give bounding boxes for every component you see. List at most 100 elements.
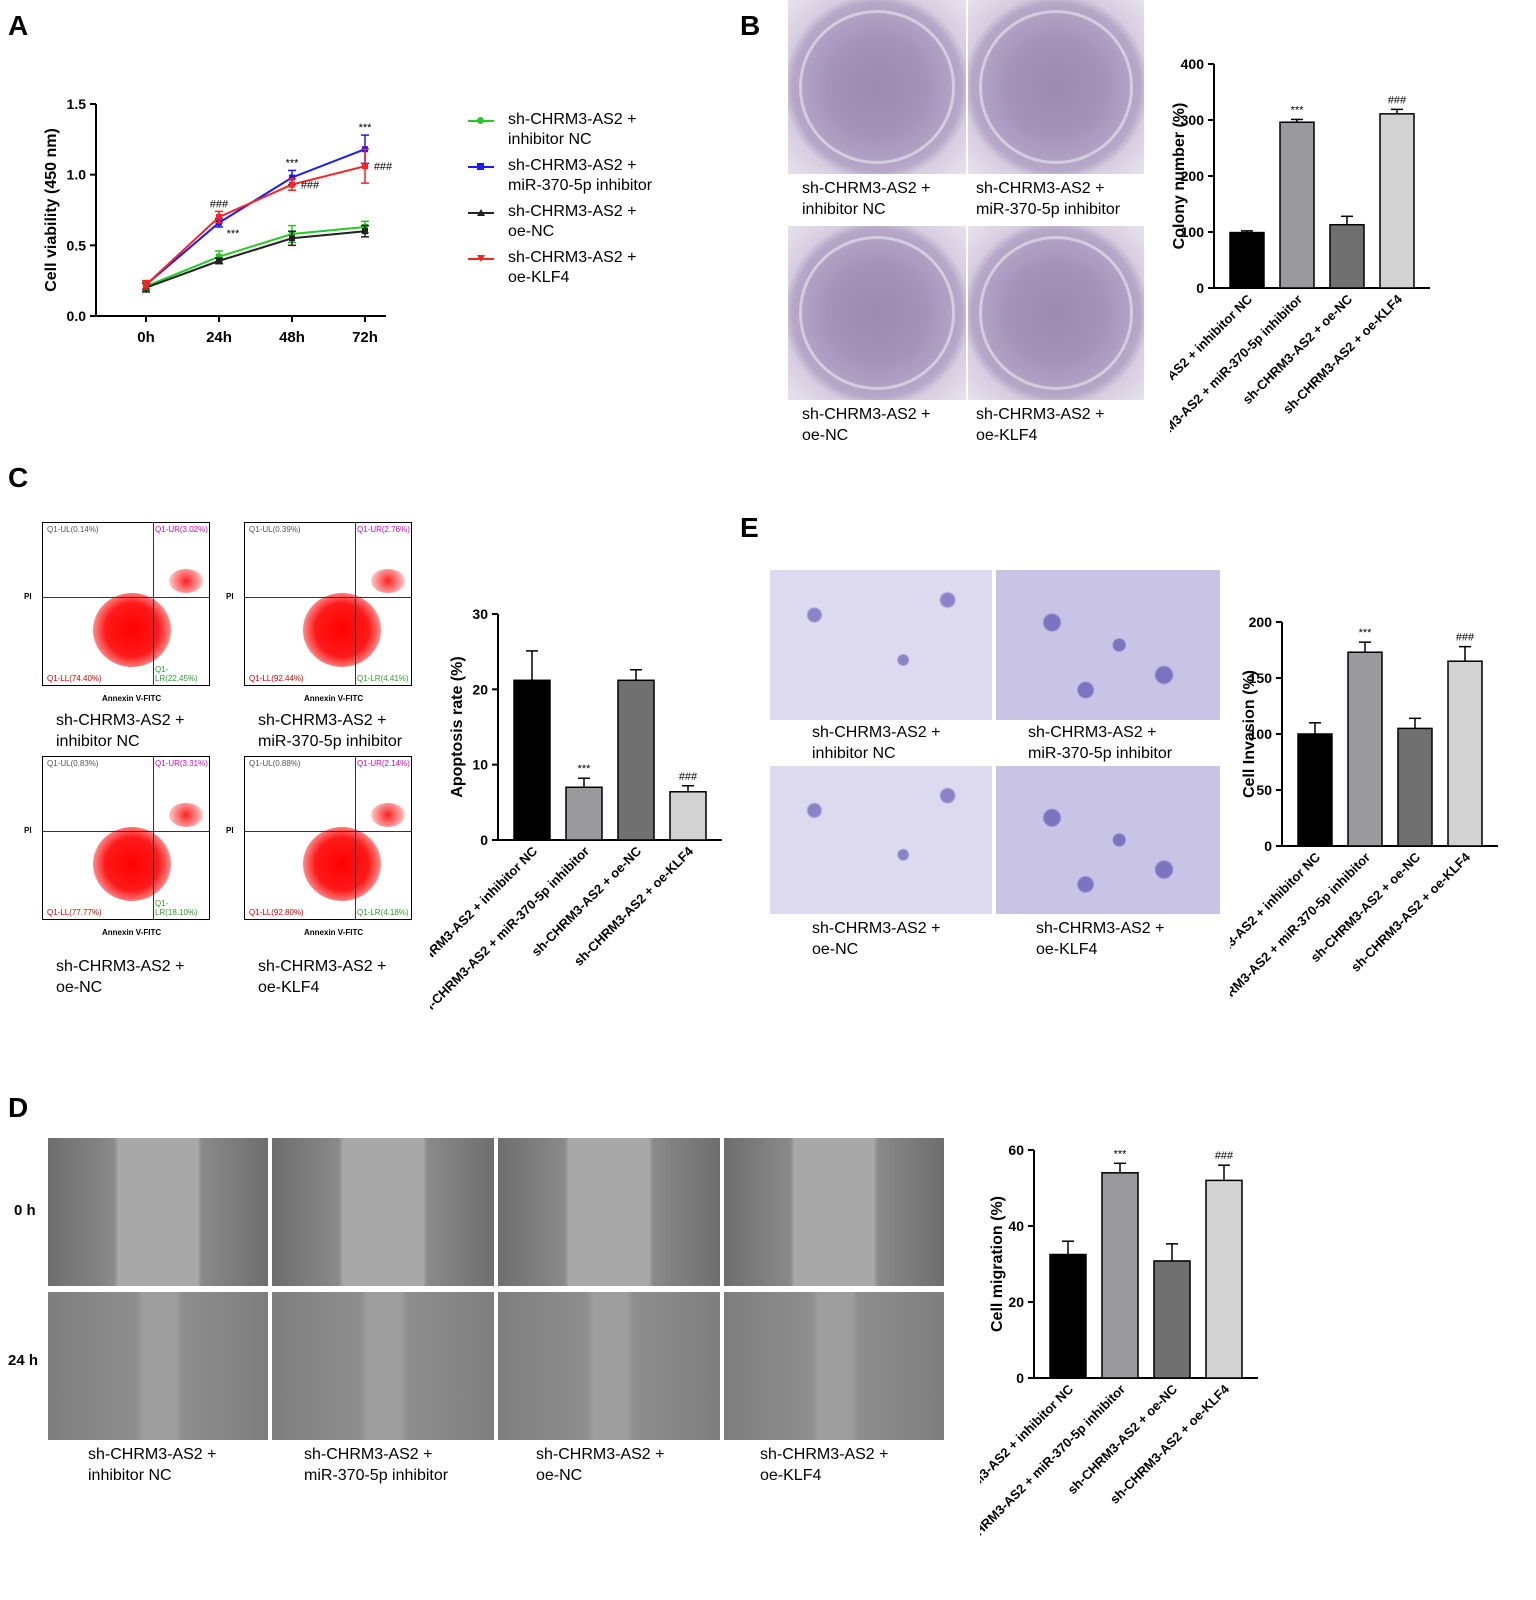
colony-caption-2: sh-CHRM3-AS2 + miR-370-5p inhibitor	[976, 180, 1121, 218]
legend-item-mir-inhibitor: sh-CHRM3-AS2 + miR-370-5p inhibitor	[468, 154, 688, 200]
scratch-photo-24h-1	[48, 1292, 268, 1440]
flow-x-axis-label: Annexin V-FITC	[102, 928, 162, 937]
significance-label: ###	[1388, 94, 1407, 106]
flow-cell-cluster	[303, 827, 381, 901]
series-line	[145, 225, 366, 288]
bar	[617, 679, 655, 841]
data-point	[289, 235, 295, 242]
gate-line-vertical	[153, 757, 154, 919]
bar	[1279, 121, 1315, 289]
significance-label: ###	[1215, 1150, 1234, 1162]
bar	[1297, 733, 1333, 847]
colony-caption-4: sh-CHRM3-AS2 + oe-KLF4	[976, 406, 1105, 444]
quadrant-lr: Q1-LR(4.41%)	[357, 674, 409, 683]
y-tick-label: 100	[1249, 726, 1273, 742]
series-line	[145, 148, 366, 286]
y-tick-label: 20	[472, 681, 488, 697]
colony-dish-photo-1	[788, 0, 966, 174]
panel-label-d: D	[8, 1092, 29, 1123]
significance-label: ***	[359, 122, 373, 134]
flow-plot-1: Q1-UL(0.14%) Q1-UR(3.02%) Q1-LL(74.40%) …	[20, 522, 220, 712]
bar	[1153, 1260, 1191, 1379]
data-point	[362, 228, 368, 235]
y-axis-title: Cell Invasion (%)	[1241, 670, 1258, 798]
bar	[1347, 651, 1383, 847]
legend-item-oe-klf4: sh-CHRM3-AS2 + oe-KLF4	[468, 246, 688, 292]
invasion-caption-1: sh-CHRM3-AS2 + inhibitor NC	[812, 724, 941, 762]
legend-label: sh-CHRM3-AS2 + inhibitor NC	[508, 111, 637, 148]
panel-label-c: C	[8, 462, 29, 493]
quadrant-ll: Q1-LL(74.40%)	[47, 674, 102, 683]
quadrant-ul: Q1-UL(0.88%)	[249, 759, 301, 768]
flow-plot-3: Q1-UL(0.83%) Q1-UR(3.31%) Q1-LL(77.77%) …	[20, 756, 220, 946]
y-tick-label: 0	[1196, 280, 1204, 296]
flow-x-axis-label: Annexin V-FITC	[102, 694, 162, 703]
quadrant-ul: Q1-UL(0.39%)	[249, 525, 301, 534]
quadrant-ur: Q1-UR(3.02%)	[155, 525, 208, 534]
legend-item-oe-nc: sh-CHRM3-AS2 + oe-NC	[468, 200, 688, 246]
invasion-caption-3: sh-CHRM3-AS2 + oe-NC	[812, 920, 941, 958]
panel-label-b: B	[740, 10, 761, 41]
flow-x-axis-label: Annexin V-FITC	[304, 928, 364, 937]
y-tick-label: 1.5	[67, 96, 87, 112]
y-tick-label: 0	[1264, 838, 1272, 854]
bar	[669, 791, 707, 841]
invasion-caption-4: sh-CHRM3-AS2 + oe-KLF4	[1036, 920, 1165, 958]
y-axis-title: Apoptosis rate (%)	[449, 656, 466, 797]
invasion-photo-1	[770, 570, 992, 720]
quadrant-ul: Q1-UL(0.14%)	[47, 525, 99, 534]
y-axis-title: Cell migration (%)	[989, 1196, 1006, 1332]
gate-line-vertical	[355, 757, 356, 919]
invasion-photo-2	[996, 570, 1220, 720]
gate-line-horizontal	[245, 597, 411, 598]
y-tick-label: 200	[1249, 614, 1273, 630]
bar	[565, 786, 603, 841]
quadrant-ll: Q1-LL(92.44%)	[249, 674, 304, 683]
flow-plot-area: Q1-UL(0.88%) Q1-UR(2.14%) Q1-LL(92.80%) …	[244, 756, 412, 920]
scratch-photo-0h-2	[272, 1138, 494, 1286]
series-line	[145, 165, 366, 286]
y-tick-label: 0.5	[67, 237, 87, 253]
gate-line-horizontal	[43, 597, 209, 598]
bar	[1379, 113, 1415, 289]
significance-label: ***	[1114, 1148, 1128, 1160]
bar	[1229, 231, 1265, 289]
significance-label: ***	[227, 228, 241, 240]
scratch-photo-0h-4	[724, 1138, 944, 1286]
bar	[1049, 1253, 1087, 1379]
quadrant-ll: Q1-LL(92.80%)	[249, 908, 304, 917]
significance-label: ###	[301, 180, 320, 192]
y-axis-title: Colony number (%)	[1171, 103, 1188, 250]
gate-line-vertical	[153, 523, 154, 685]
bar	[1205, 1179, 1243, 1379]
line-chart-cell-viability: 0.0 0.5 1.0 1.5 0h 24h 48h 72h Cell viability (4…	[43, 96, 393, 346]
flow-plot-area: Q1-UL(0.14%) Q1-UR(3.02%) Q1-LL(74.40%) …	[42, 522, 210, 686]
y-tick-label: 300	[1181, 112, 1205, 128]
legend-swatch-blue	[468, 163, 494, 170]
colony-caption-1: sh-CHRM3-AS2 + inhibitor NC	[802, 180, 931, 218]
x-tick-label: 72h	[352, 329, 378, 346]
bar	[1101, 1172, 1139, 1379]
row-label-0h: 0 h	[14, 1202, 36, 1219]
gate-line-horizontal	[245, 831, 411, 832]
colony-caption-3: sh-CHRM3-AS2 + oe-NC	[802, 406, 931, 444]
flow-cell-cluster-upper	[169, 569, 203, 593]
flow-plot-area: Q1-UL(0.39%) Q1-UR(2.76%) Q1-LL(92.44%) …	[244, 522, 412, 686]
y-tick-label: 30	[472, 606, 488, 622]
flow-plot-area: Q1-UL(0.83%) Q1-UR(3.31%) Q1-LL(77.77%) …	[42, 756, 210, 920]
y-tick-label: 0	[480, 832, 488, 848]
x-tick-label: 24h	[206, 329, 232, 346]
flow-plot-2: Q1-UL(0.39%) Q1-UR(2.76%) Q1-LL(92.44%) …	[222, 522, 422, 712]
panel-label-e: E	[740, 512, 759, 543]
quadrant-ur: Q1-UR(2.76%)	[357, 525, 410, 534]
quadrant-ul: Q1-UL(0.83%)	[47, 759, 99, 768]
series-line	[145, 230, 366, 289]
gate-line-vertical	[355, 523, 356, 685]
scratch-caption-2: sh-CHRM3-AS2 + miR-370-5p inhibitor	[304, 1446, 449, 1484]
flow-y-axis-label: PI	[24, 592, 32, 601]
y-tick-label: 0.0	[67, 308, 87, 324]
x-tick-label: 0h	[137, 329, 155, 346]
scratch-photo-24h-3	[498, 1292, 720, 1440]
invasion-photo-4	[996, 766, 1220, 914]
